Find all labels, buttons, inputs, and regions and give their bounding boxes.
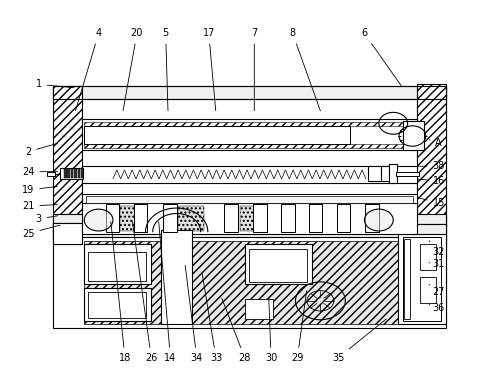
Text: 33: 33 — [202, 272, 222, 363]
Bar — [417, 84, 446, 245]
Bar — [368, 166, 383, 181]
Bar — [224, 204, 238, 232]
Bar — [245, 299, 273, 319]
Bar — [134, 204, 147, 232]
Bar — [53, 223, 446, 328]
Bar — [417, 86, 446, 232]
Bar — [53, 86, 82, 232]
Text: 7: 7 — [251, 28, 257, 111]
Bar — [420, 245, 436, 270]
Bar — [53, 223, 82, 245]
Bar — [281, 204, 294, 232]
Text: 14: 14 — [159, 222, 177, 363]
Text: 15: 15 — [418, 198, 445, 207]
Text: 4: 4 — [75, 28, 102, 111]
Bar — [163, 204, 177, 232]
Bar — [403, 237, 441, 321]
Bar — [309, 204, 322, 232]
Text: 36: 36 — [429, 303, 445, 313]
Text: 8: 8 — [289, 28, 320, 111]
Bar — [60, 168, 83, 179]
Bar — [64, 169, 66, 178]
Text: 31: 31 — [429, 259, 445, 269]
Bar — [381, 166, 391, 181]
Bar — [82, 166, 417, 183]
Bar — [81, 169, 83, 178]
Bar — [67, 169, 70, 178]
Bar — [403, 121, 424, 150]
Bar — [88, 252, 146, 281]
Text: 21: 21 — [22, 201, 57, 211]
Bar — [86, 196, 413, 203]
Text: 34: 34 — [185, 265, 203, 363]
Bar — [53, 223, 82, 245]
Text: 16: 16 — [418, 176, 445, 186]
Bar — [240, 206, 266, 231]
Bar — [82, 194, 417, 204]
Bar — [420, 277, 436, 303]
Bar — [253, 204, 267, 232]
Bar — [88, 293, 146, 318]
Bar — [53, 86, 446, 99]
Bar — [53, 224, 446, 237]
Bar — [389, 164, 397, 183]
Bar — [84, 288, 151, 321]
Bar — [245, 245, 312, 284]
Bar — [120, 206, 147, 231]
Bar — [337, 204, 350, 232]
Bar — [398, 233, 446, 324]
Bar — [53, 214, 446, 224]
Text: 28: 28 — [222, 298, 251, 363]
Bar — [71, 169, 73, 178]
Text: A: A — [430, 137, 442, 147]
Circle shape — [364, 209, 393, 231]
Bar — [77, 169, 80, 178]
Text: 26: 26 — [133, 222, 158, 363]
Text: 30: 30 — [265, 298, 277, 363]
Text: 2: 2 — [25, 143, 57, 157]
Text: 1: 1 — [35, 79, 74, 89]
Text: 5: 5 — [163, 28, 169, 111]
Text: 20: 20 — [123, 28, 143, 111]
Text: 3: 3 — [35, 214, 57, 224]
Text: 6: 6 — [361, 28, 401, 86]
Bar — [82, 119, 417, 150]
Bar — [84, 241, 398, 324]
Bar — [82, 202, 417, 233]
Bar — [161, 230, 192, 324]
Text: 32: 32 — [429, 241, 445, 257]
Bar — [106, 204, 119, 232]
Bar — [74, 169, 76, 178]
Bar — [396, 172, 419, 176]
Text: 24: 24 — [22, 167, 57, 177]
Bar — [249, 249, 307, 281]
Circle shape — [84, 209, 113, 231]
Text: 17: 17 — [203, 28, 216, 111]
Bar — [178, 206, 204, 231]
Text: 29: 29 — [291, 291, 306, 363]
Text: 18: 18 — [111, 222, 131, 363]
Bar — [365, 204, 379, 232]
Text: 19: 19 — [22, 185, 57, 195]
Text: 25: 25 — [22, 225, 60, 238]
Bar — [84, 245, 151, 284]
Text: 38: 38 — [418, 161, 445, 171]
Bar — [404, 239, 410, 319]
Text: 27: 27 — [429, 284, 445, 297]
Bar — [84, 126, 350, 144]
Bar — [84, 122, 414, 126]
Text: 35: 35 — [332, 319, 386, 363]
Bar — [47, 172, 54, 176]
Bar — [84, 144, 414, 148]
